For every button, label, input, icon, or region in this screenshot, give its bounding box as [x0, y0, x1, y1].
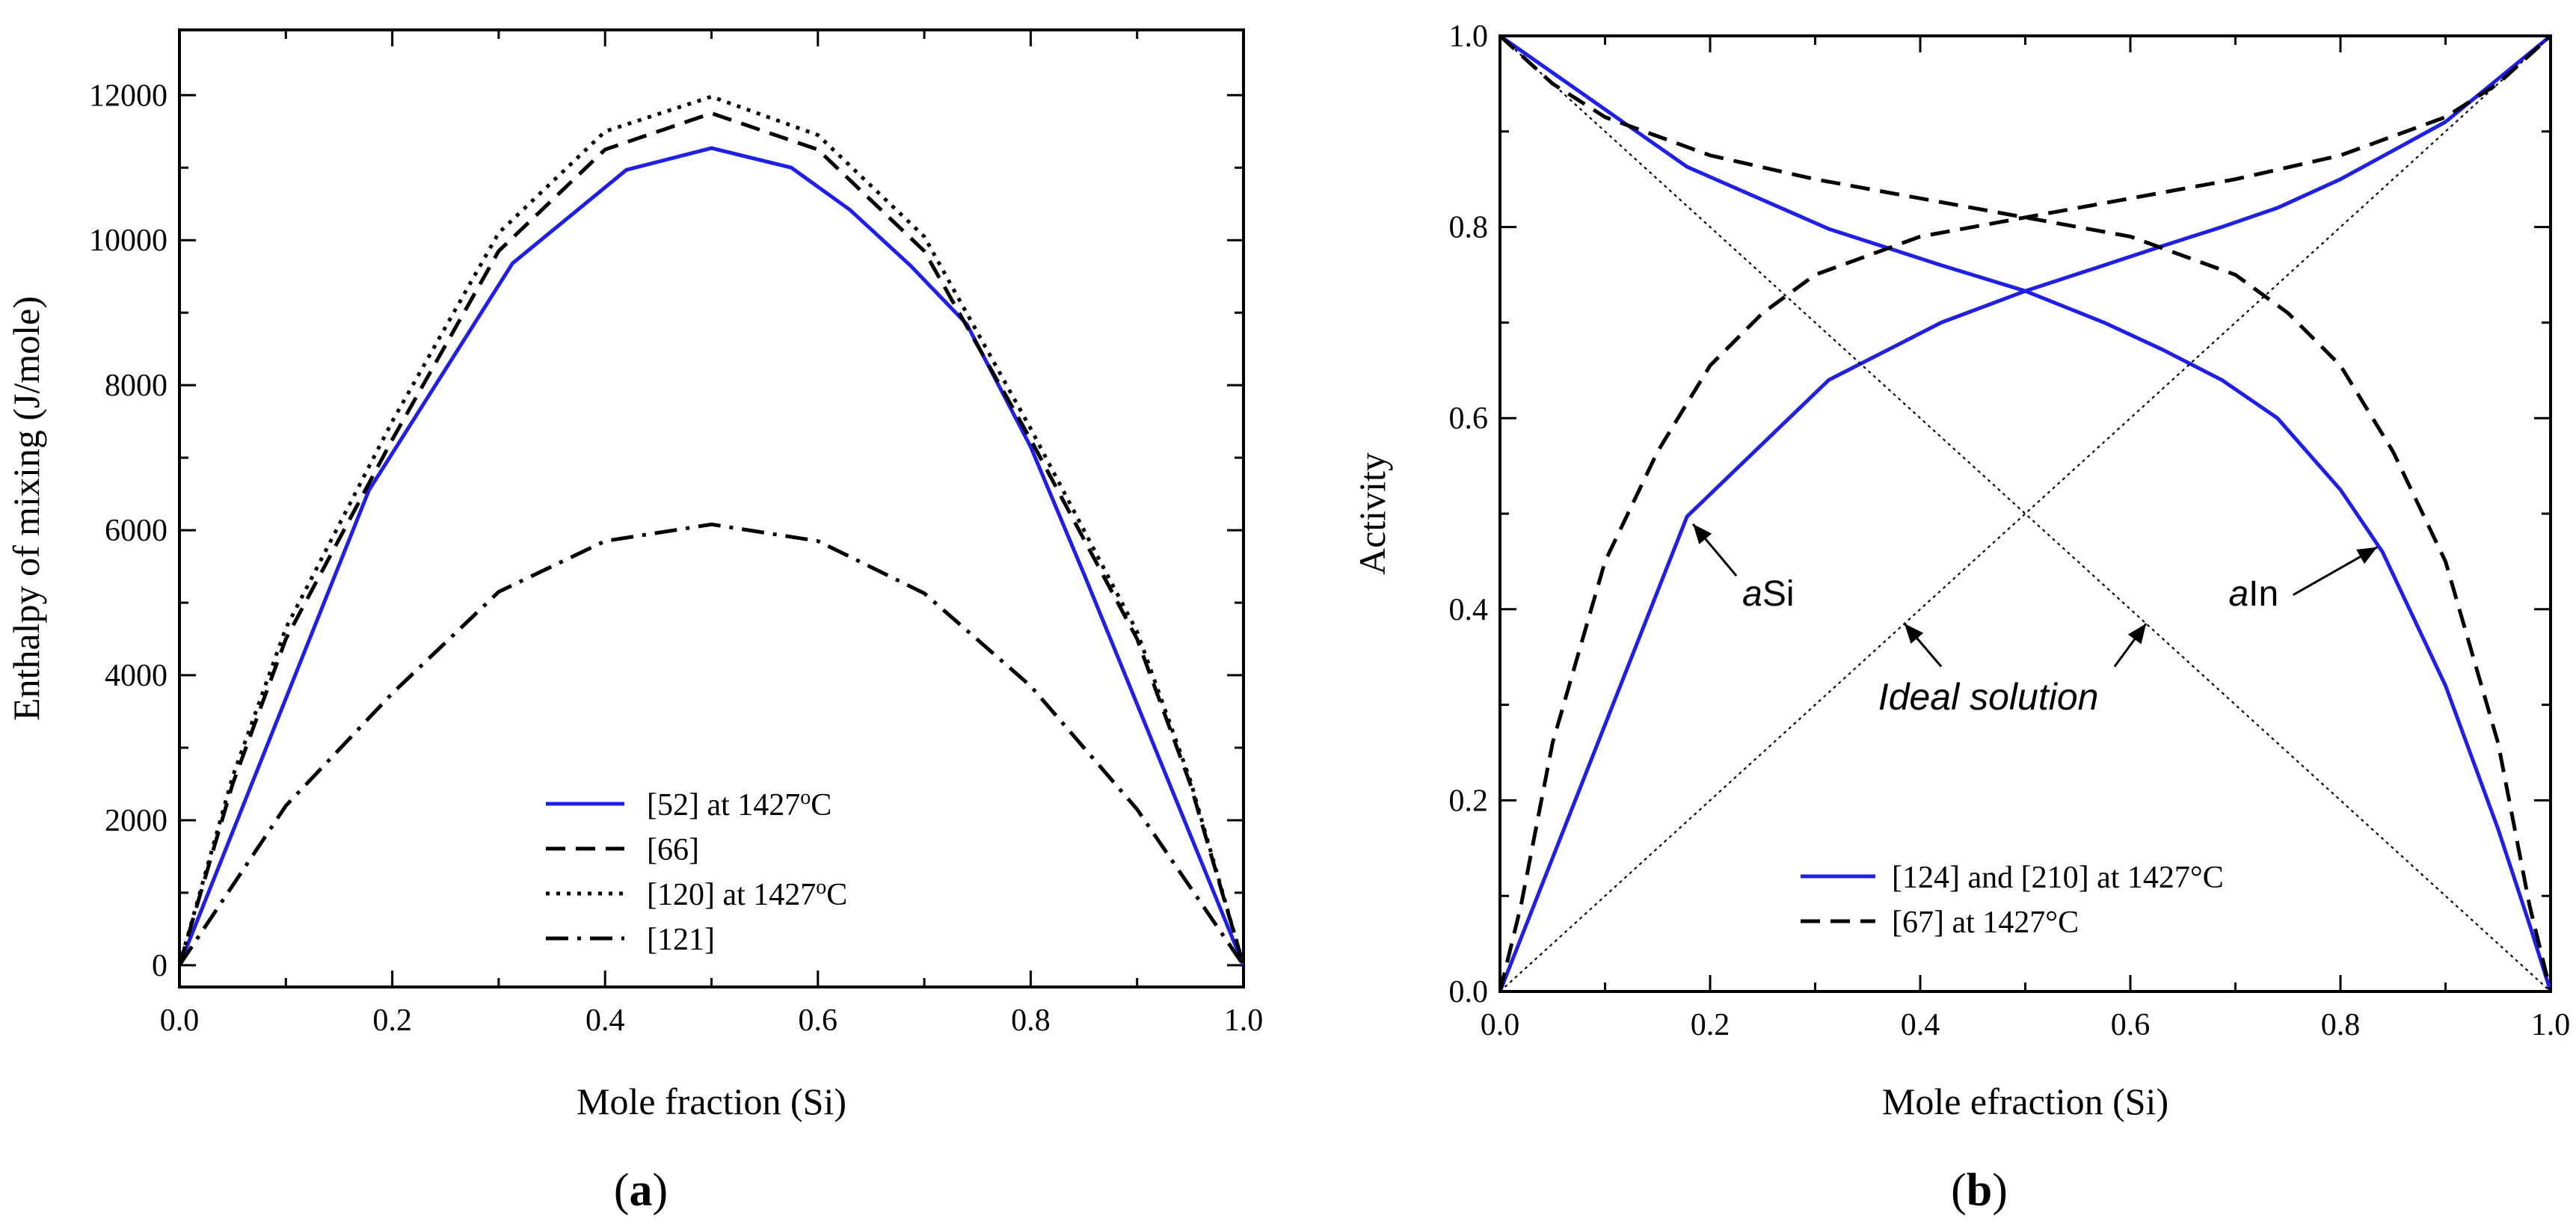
panel-label: (a) [614, 1165, 668, 1216]
x-tick-label: 0.2 [1691, 1008, 1730, 1042]
y-tick-label: 2000 [105, 804, 167, 838]
x-tick-label: 1.0 [1224, 1003, 1264, 1038]
x-tick-label: 0.0 [1481, 1008, 1520, 1042]
annotation-arrowhead [2356, 547, 2378, 565]
x-tick-label: 0.6 [2111, 1008, 2151, 1042]
x-tick-label: 1.0 [2531, 1008, 2571, 1042]
legend-label: [120] at 1427oC [647, 876, 847, 913]
x-tick-label: 0.8 [1011, 1003, 1051, 1038]
series-line [1500, 36, 2551, 991]
y-tick-label: 0 [152, 949, 167, 983]
annotation-arrowhead [1904, 623, 1924, 644]
y-tick-label: 12000 [89, 79, 167, 113]
annotation-arrowhead [1693, 523, 1712, 544]
x-axis-label: Mole fraction (Si) [577, 1080, 846, 1122]
plot-area [179, 94, 1244, 967]
series-line [179, 94, 1244, 966]
annotation-arrowhead [2127, 623, 2147, 645]
legend-label: [66] [647, 833, 699, 867]
panel-label: (b) [1951, 1165, 2008, 1216]
y-tick-label: 4000 [105, 659, 167, 693]
y-tick-label: 10000 [89, 224, 167, 258]
series-line [179, 146, 1244, 966]
plot-area [1500, 36, 2551, 991]
y-axis-label: Activity [1351, 452, 1393, 575]
legend-label: [67] at 1427°C [1892, 905, 2079, 940]
chart-panel-b: 0.0 0.2 0.4 0.6 0.8 1.0 0.0 0.2 0.4 0.6 0.8 1.0 Mole… [1351, 19, 2570, 1216]
x-tick-label: 0.2 [372, 1003, 412, 1038]
y-tick-label: 8000 [105, 369, 167, 403]
y-tick-label: 0.6 [1449, 402, 1489, 436]
y-tick-label: 0.2 [1449, 784, 1489, 818]
x-tick-label: 0.4 [1901, 1008, 1940, 1042]
plot-frame [178, 28, 1245, 988]
y-tick-label: 0.0 [1449, 975, 1489, 1009]
x-tick-label: 0.4 [585, 1003, 625, 1038]
series-line [1500, 36, 2551, 991]
x-axis-label: Mole efraction (Si) [1882, 1080, 2168, 1122]
annotation-ideal-solution: Ideal solution [1878, 676, 2099, 718]
y-tick-label: 1.0 [1449, 19, 1489, 54]
series-line [179, 111, 1244, 966]
x-tick-label: 0.8 [2321, 1008, 2361, 1042]
annotation-aSi: aSi [1742, 574, 1794, 614]
series-line [1500, 36, 2551, 991]
legend-label: [121] [647, 923, 715, 957]
y-tick-label: 0.4 [1449, 593, 1489, 627]
x-tick-label: 0.6 [799, 1003, 838, 1038]
y-tick-label: 6000 [105, 514, 167, 548]
y-axis-label: Enthalpy of mixing (J/mole) [5, 296, 47, 721]
legend-label: [52] at 1427oC [647, 786, 831, 823]
annotation-aIn: aIn [2228, 574, 2278, 614]
legend-label: [124] and [210] at 1427°C [1892, 861, 2224, 895]
x-tick-label: 0.0 [160, 1003, 200, 1038]
y-tick-label: 0.8 [1449, 211, 1489, 245]
series-line [179, 522, 1244, 967]
chart-panel-a: 0.0 0.2 0.4 0.6 0.8 1.0 0 2000 4000 6000 8000 10000… [5, 28, 1264, 1216]
series-line [1500, 36, 2551, 991]
series-line [1500, 36, 2551, 991]
